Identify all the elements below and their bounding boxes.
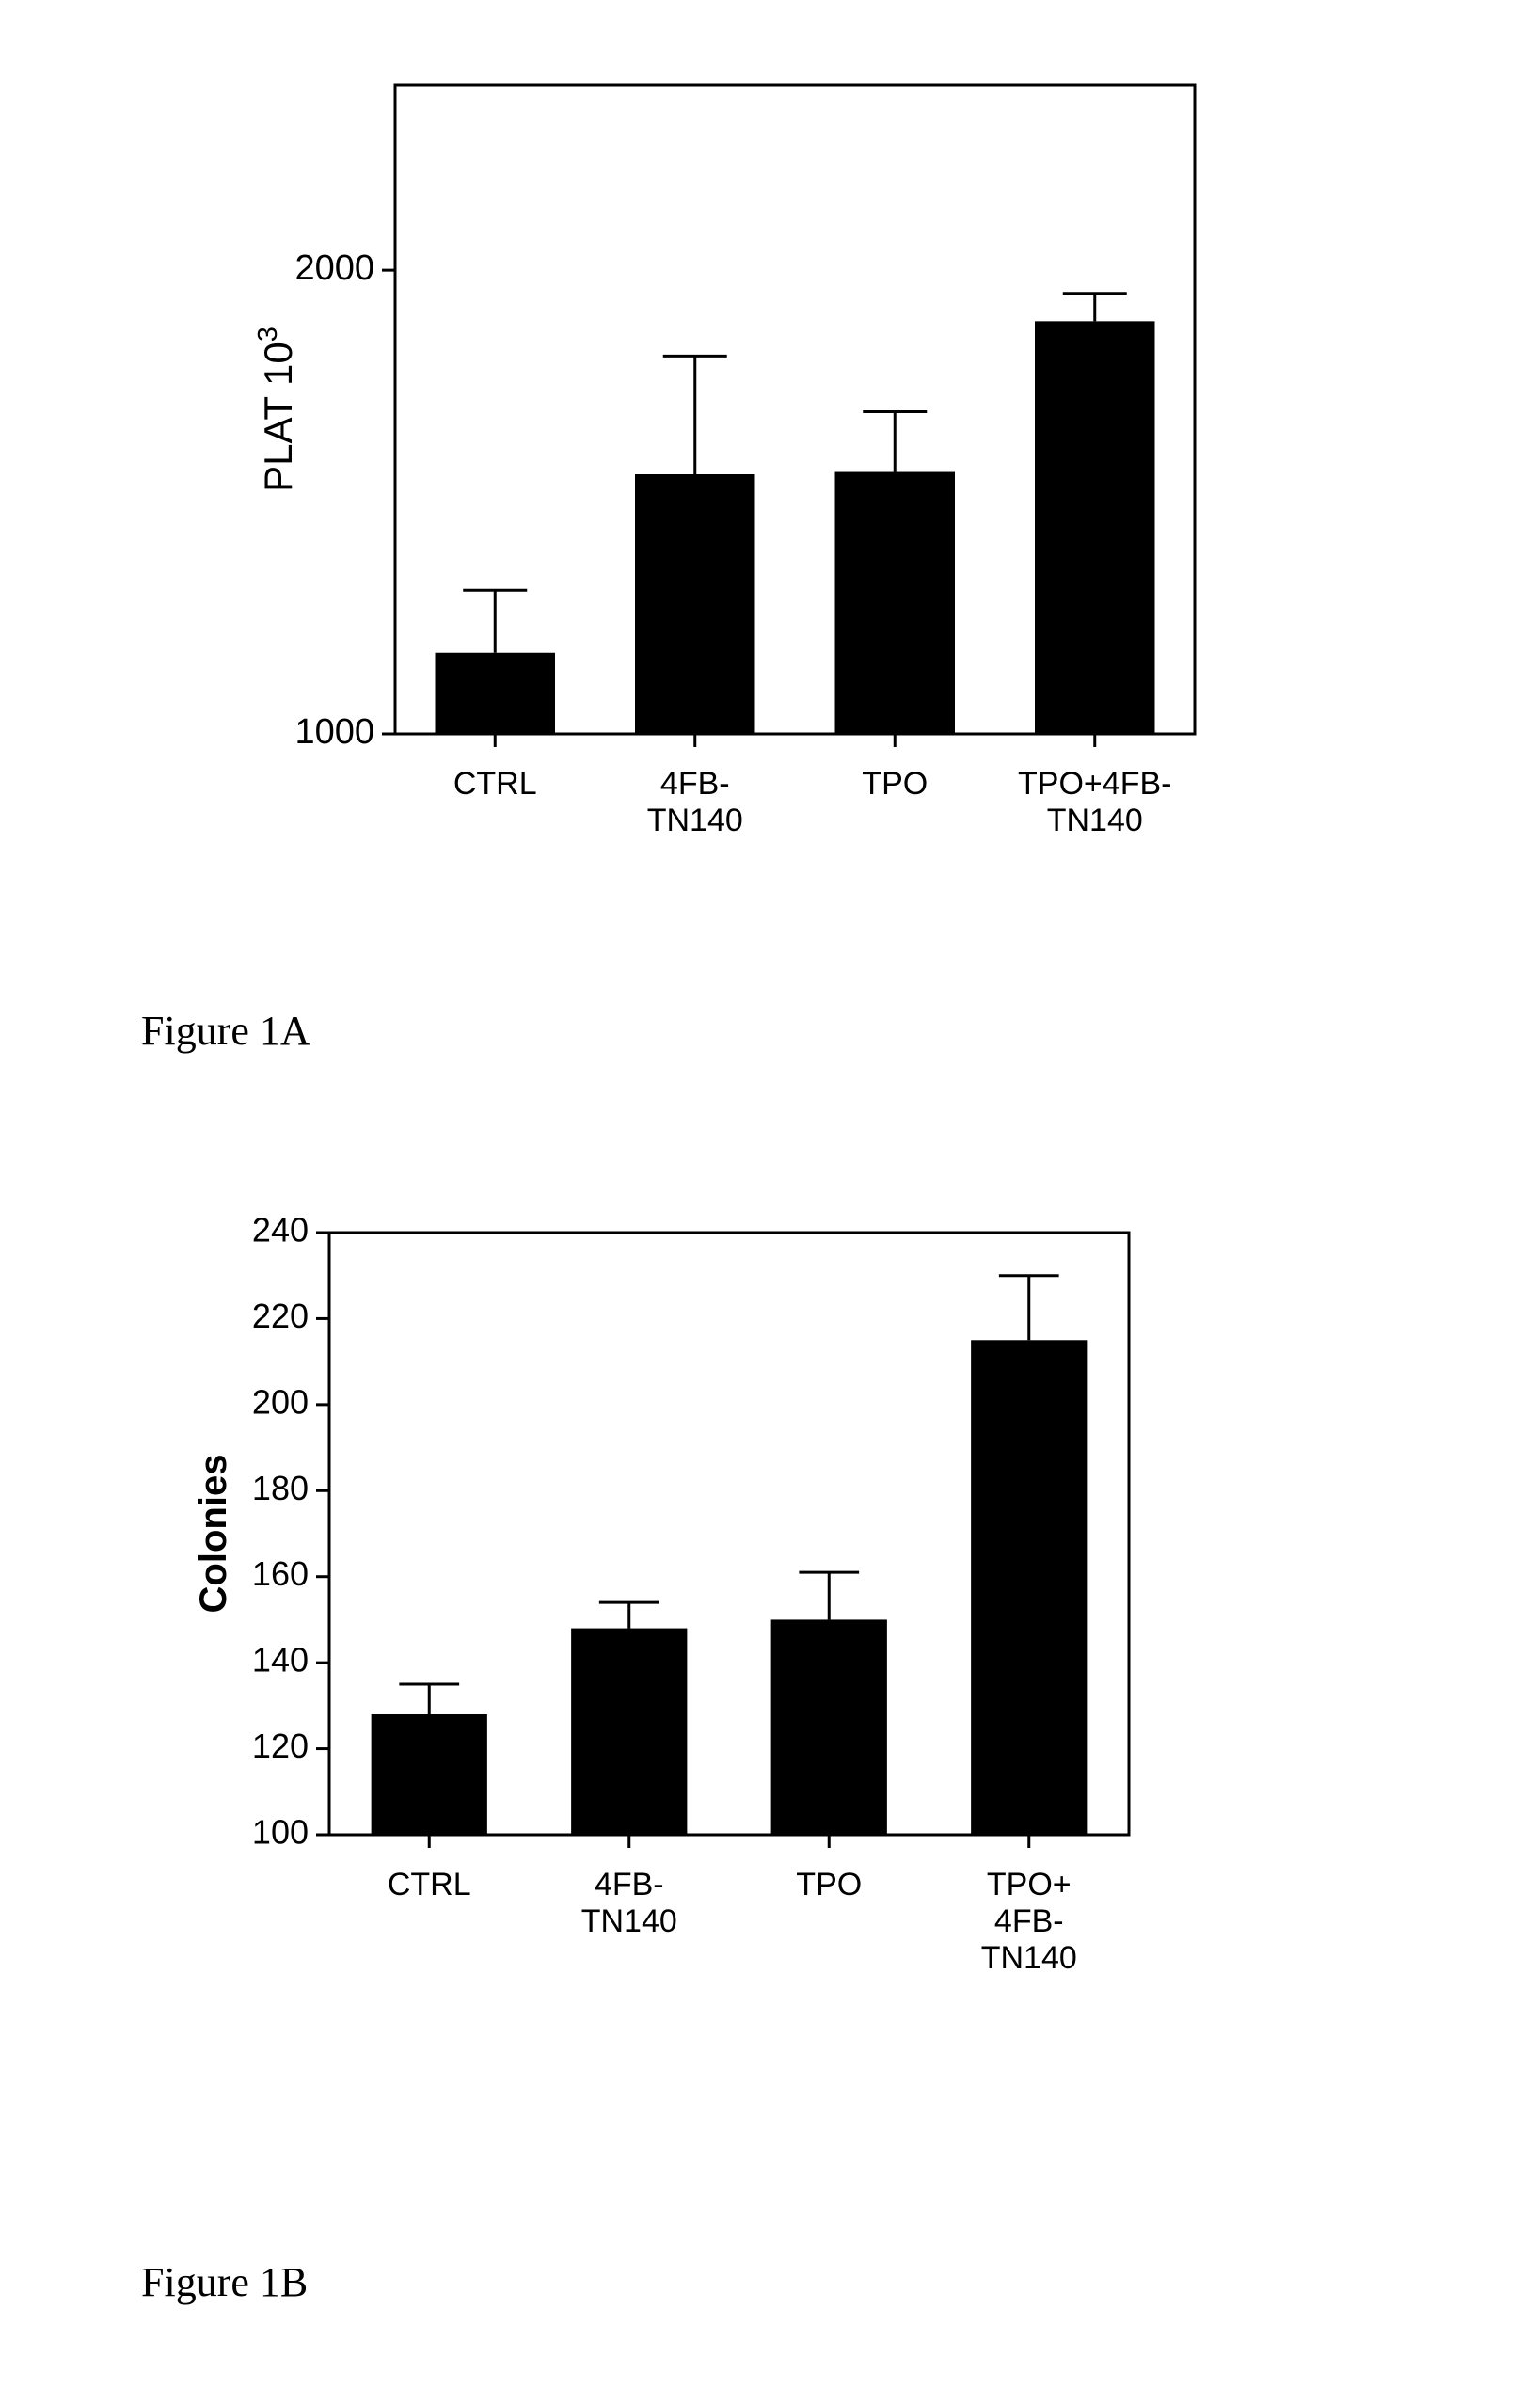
svg-text:1000: 1000 <box>294 712 374 752</box>
svg-text:4FB-: 4FB- <box>660 766 730 802</box>
figure-1b-svg: 100120140160180200220240CTRL4FB-TN140TPO… <box>151 1195 1185 2014</box>
svg-text:120: 120 <box>252 1727 309 1765</box>
svg-text:Colonies: Colonies <box>193 1455 234 1614</box>
svg-text:160: 160 <box>252 1554 309 1593</box>
svg-text:TN140: TN140 <box>981 1940 1077 1976</box>
svg-text:2000: 2000 <box>294 248 374 288</box>
svg-text:TN140: TN140 <box>647 803 743 838</box>
figure-1a-caption: Figure 1A <box>141 1007 310 1055</box>
svg-text:PLAT 103: PLAT 103 <box>253 326 300 492</box>
svg-text:240: 240 <box>252 1211 309 1250</box>
svg-text:140: 140 <box>252 1641 309 1680</box>
svg-text:4FB-: 4FB- <box>994 1903 1064 1939</box>
figure-1b-caption: Figure 1B <box>141 2258 308 2306</box>
svg-text:220: 220 <box>252 1297 309 1335</box>
svg-text:4FB-: 4FB- <box>595 1867 664 1902</box>
svg-text:TN140: TN140 <box>581 1903 677 1939</box>
figure-1a-chart: 10002000CTRL4FB-TN140TPOTPO+4FB-TN140PLA… <box>245 47 1261 870</box>
svg-text:TPO: TPO <box>862 766 928 802</box>
svg-text:TPO+: TPO+ <box>987 1867 1072 1902</box>
svg-text:180: 180 <box>252 1469 309 1507</box>
svg-text:CTRL: CTRL <box>388 1867 471 1902</box>
svg-text:100: 100 <box>252 1813 309 1852</box>
svg-text:TPO+4FB-: TPO+4FB- <box>1018 766 1171 802</box>
figure-1b-chart: 100120140160180200220240CTRL4FB-TN140TPO… <box>151 1195 1185 2018</box>
svg-text:TN140: TN140 <box>1047 803 1143 838</box>
figure-1a-svg: 10002000CTRL4FB-TN140TPOTPO+4FB-TN140PLA… <box>245 47 1261 866</box>
svg-text:TPO: TPO <box>796 1867 862 1902</box>
svg-text:200: 200 <box>252 1382 309 1421</box>
page: 10002000CTRL4FB-TN140TPOTPO+4FB-TN140PLA… <box>0 0 1540 2388</box>
svg-text:CTRL: CTRL <box>453 766 537 802</box>
